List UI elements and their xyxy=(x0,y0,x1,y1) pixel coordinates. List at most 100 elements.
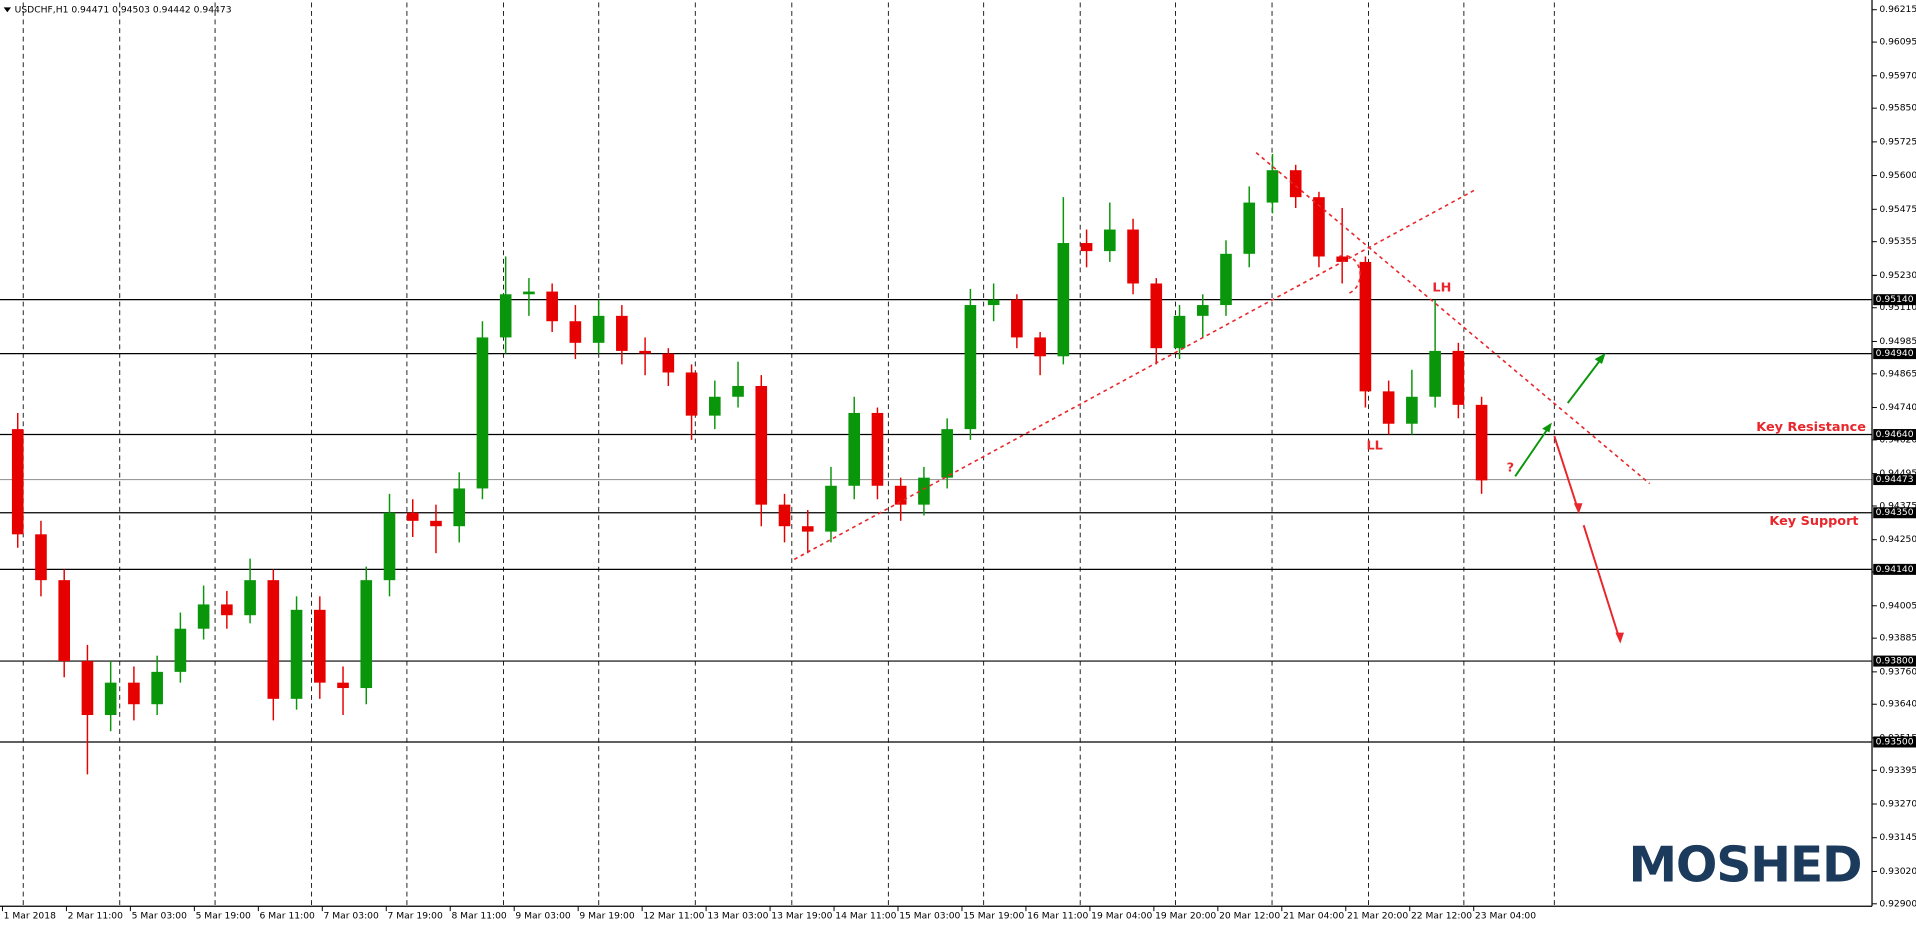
x-tick-label: 20 Mar 12:00 xyxy=(1219,911,1280,922)
candle-body xyxy=(1173,315,1186,349)
level-line-tag xyxy=(1873,563,1916,575)
candle-body xyxy=(616,315,628,351)
level-line-tag xyxy=(1873,507,1916,519)
annotation: LL xyxy=(1367,438,1383,453)
x-tick-label: 1 Mar 2018 xyxy=(4,911,56,922)
candle-body xyxy=(406,512,419,521)
annotation: Key Support xyxy=(1769,514,1858,529)
x-tick-label: 2 Mar 11:00 xyxy=(68,911,123,922)
x-tick-label: 14 Mar 11:00 xyxy=(835,911,896,922)
x-tick-label: 9 Mar 03:00 xyxy=(515,911,570,922)
watermark: MOSHED xyxy=(1628,836,1861,893)
candle-body xyxy=(35,534,47,581)
annotation: LH xyxy=(1432,281,1451,296)
candle-body xyxy=(499,294,512,338)
y-tick-label: 0.93145 xyxy=(1879,832,1916,843)
drawings: Key Resistance Key Support LH LL ? xyxy=(793,152,1866,644)
y-tick-label: 0.95230 xyxy=(1879,270,1916,281)
levels xyxy=(0,299,1873,743)
y-tick-label: 0.94985 xyxy=(1879,336,1916,347)
x-tick-label: 15 Mar 03:00 xyxy=(899,911,960,922)
x-tick-label: 6 Mar 11:00 xyxy=(260,911,315,922)
y-tick-label: 0.95475 xyxy=(1879,204,1916,215)
y-tick-label: 0.95355 xyxy=(1879,236,1916,247)
level-line-tag xyxy=(1873,736,1916,748)
candle-body xyxy=(174,628,187,672)
grid xyxy=(22,2,1555,907)
x-tick-label: 9 Mar 19:00 xyxy=(579,911,634,922)
y-tick-label: 0.95850 xyxy=(1879,103,1916,114)
candle-body xyxy=(732,385,744,397)
level-line-label: 0.93500 xyxy=(1876,736,1914,747)
candle-body xyxy=(1196,305,1209,316)
x-tick-label: 22 Mar 12:00 xyxy=(1411,911,1472,922)
x-tick-label: 12 Mar 11:00 xyxy=(643,911,704,922)
y-tick-label: 0.92900 xyxy=(1879,898,1916,909)
falling-trendline xyxy=(1255,152,1651,485)
candle-body xyxy=(523,291,535,295)
x-tick-label: 19 Mar 20:00 xyxy=(1155,911,1216,922)
candle-body xyxy=(1359,261,1372,392)
candle-body xyxy=(267,580,280,699)
candle-body xyxy=(128,682,140,705)
candle-body xyxy=(1150,283,1163,349)
candle-body xyxy=(662,353,675,373)
x-tick-label: 15 Mar 19:00 xyxy=(963,911,1024,922)
candle-body xyxy=(313,609,326,683)
arrow-head xyxy=(1542,422,1552,433)
candle-body xyxy=(894,485,907,505)
candle-body xyxy=(1289,170,1302,198)
y-tick-label: 0.96215 xyxy=(1879,4,1916,15)
candle-body xyxy=(1313,197,1325,257)
current-price-line-label: 0.94473 xyxy=(1876,474,1914,485)
current-price-line-tag xyxy=(1873,474,1916,486)
x-tick-label: 7 Mar 19:00 xyxy=(387,911,442,922)
candle-body xyxy=(755,385,768,505)
level-line-label: 0.93800 xyxy=(1876,656,1914,667)
x-tick-label: 7 Mar 03:00 xyxy=(324,911,379,922)
y-tick-label: 0.96095 xyxy=(1879,37,1916,48)
candle-body xyxy=(1080,243,1093,252)
x-tick-label: 19 Mar 04:00 xyxy=(1091,911,1152,922)
x-tick-label: 21 Mar 20:00 xyxy=(1347,911,1408,922)
y-tick-label: 0.93270 xyxy=(1879,799,1916,810)
y-tick-label: 0.94005 xyxy=(1879,600,1916,611)
rising-trendline xyxy=(793,188,1477,561)
arrow-head xyxy=(1615,632,1624,644)
candle-body xyxy=(1104,229,1116,252)
annotation: ? xyxy=(1507,460,1514,475)
y-tick-label: 0.94495 xyxy=(1879,468,1916,479)
x-tick-label: 16 Mar 11:00 xyxy=(1027,911,1088,922)
candle-body xyxy=(430,520,442,527)
candle-body xyxy=(1011,299,1023,338)
level-line-tag xyxy=(1873,655,1916,667)
y-tick-label: 0.95110 xyxy=(1879,302,1916,313)
candle-body xyxy=(1452,350,1465,405)
level-line-tag xyxy=(1873,294,1916,306)
candles xyxy=(11,154,1488,775)
y-tick-label: 0.94865 xyxy=(1879,368,1916,379)
candle-body xyxy=(546,291,558,322)
candle-body xyxy=(987,299,1000,306)
y-tick-label: 0.93395 xyxy=(1879,765,1916,776)
candle-body xyxy=(81,661,94,716)
x-tick-label: 21 Mar 04:00 xyxy=(1283,911,1344,922)
candle-body xyxy=(871,412,884,486)
candle-body xyxy=(1057,243,1070,357)
candle-body xyxy=(801,526,814,532)
candle-body xyxy=(778,504,791,527)
candle-body xyxy=(244,580,256,616)
y-tick-label: 0.95725 xyxy=(1879,136,1916,147)
candle-body xyxy=(151,671,163,705)
candle-body xyxy=(1475,404,1488,481)
candle-body xyxy=(1382,391,1395,424)
down-arrow xyxy=(1582,524,1621,638)
level-line-label: 0.94640 xyxy=(1876,429,1914,440)
candle-body xyxy=(1034,337,1046,357)
candle-body xyxy=(104,682,117,716)
x-tick-label: 8 Mar 11:00 xyxy=(451,911,506,922)
x-tick-label: 5 Mar 19:00 xyxy=(196,911,251,922)
candle-body xyxy=(383,512,396,581)
x-tick-label: 13 Mar 19:00 xyxy=(771,911,832,922)
